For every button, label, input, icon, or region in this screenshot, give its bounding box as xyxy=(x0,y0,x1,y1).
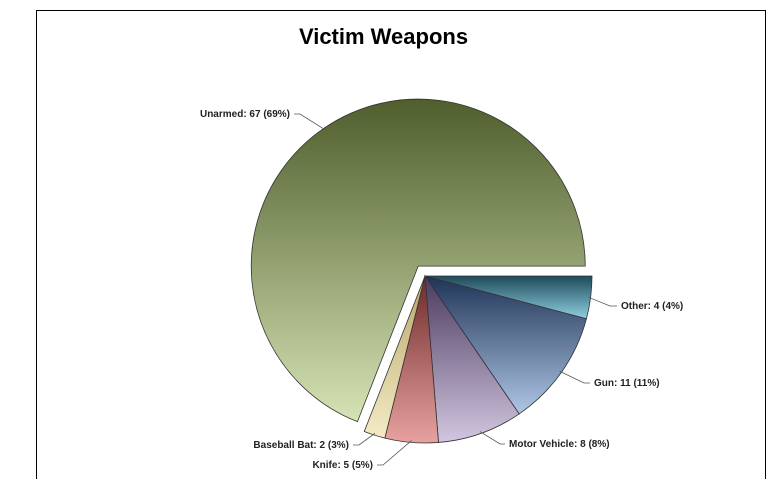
slice-label-unarmed: Unarmed: 67 (69%) xyxy=(200,109,290,120)
slice-label-gun: Gun: 11 (11%) xyxy=(594,378,660,389)
chart-title: Victim Weapons xyxy=(298,24,469,49)
leader-line-unarmed xyxy=(294,113,326,131)
slice-label-baseball-bat: Baseball Bat: 2 (3%) xyxy=(253,440,349,451)
leader-line-other xyxy=(588,296,617,307)
slice-label-knife: Knife: 5 (5%) xyxy=(312,460,373,471)
leader-line-baseball-bat xyxy=(353,432,376,446)
leader-line-motor-vehicle xyxy=(479,431,505,445)
pie-slice-unarmed xyxy=(250,98,586,423)
leader-line-knife xyxy=(377,440,412,466)
slice-label-other: Other: 4 (4%) xyxy=(621,301,683,312)
leader-line-gun xyxy=(559,370,590,384)
pie-slice-baseball-bat xyxy=(363,275,426,439)
slice-label-motor-vehicle: Motor Vehicle: 8 (8%) xyxy=(509,439,610,450)
pie-slice-motor-vehicle xyxy=(424,274,520,443)
